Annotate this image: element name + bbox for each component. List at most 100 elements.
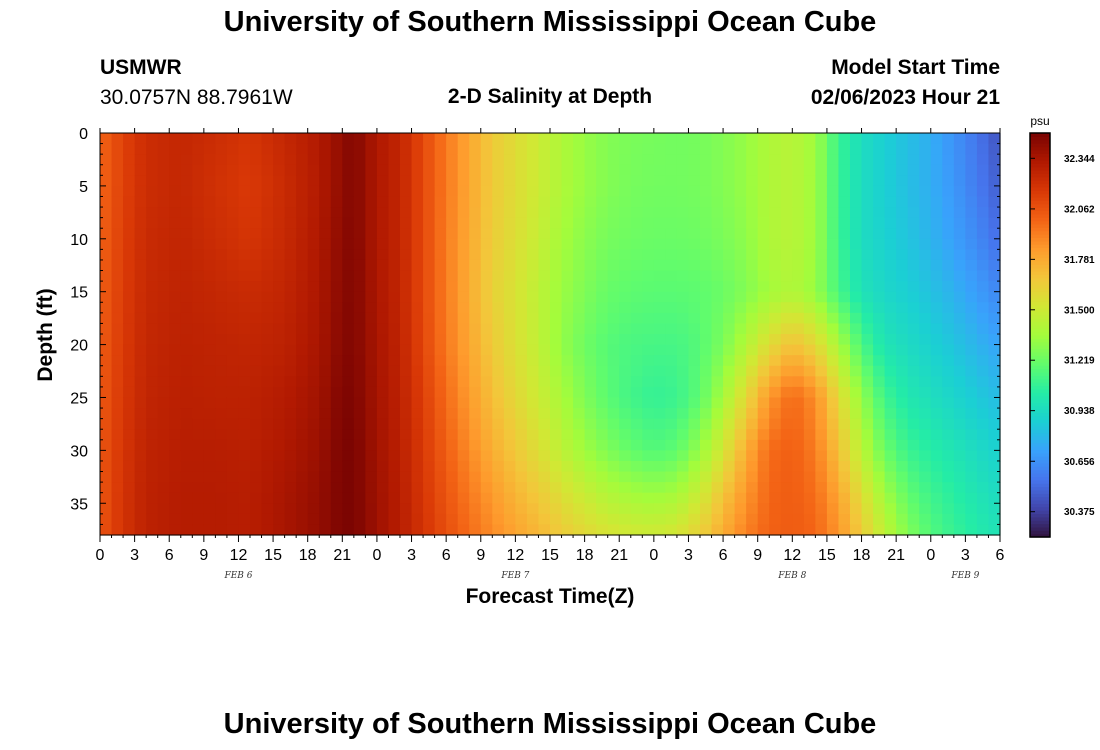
heatmap-cell <box>653 460 666 473</box>
heatmap-cell <box>400 344 413 356</box>
heatmap-cell <box>573 270 586 282</box>
heatmap-cell <box>676 386 690 399</box>
heatmap-cell <box>988 196 1001 208</box>
heatmap-cell <box>226 281 240 293</box>
heatmap-cell <box>676 365 690 377</box>
heatmap-cell <box>238 323 251 335</box>
heatmap-cell <box>307 344 320 356</box>
x-tick-label: 6 <box>165 547 174 564</box>
heatmap-cell <box>503 482 516 494</box>
heatmap-cell <box>757 376 770 388</box>
heatmap-cell <box>146 334 159 346</box>
heatmap-cell <box>261 302 274 314</box>
heatmap-cell <box>100 175 113 187</box>
heatmap-cell <box>700 418 713 430</box>
x-tick-label: 18 <box>299 547 317 564</box>
heatmap-cell <box>988 471 1001 483</box>
heatmap-cell <box>734 408 747 420</box>
heatmap-cell <box>411 376 424 388</box>
heatmap-cell <box>815 133 828 145</box>
y-tick-label: 35 <box>70 496 88 513</box>
heatmap-cell <box>515 397 528 409</box>
heatmap-cell <box>376 503 390 515</box>
colorbar-swatch <box>1030 513 1050 518</box>
heatmap-cell <box>215 270 228 282</box>
colorbar-swatch <box>1030 382 1050 387</box>
heatmap-cell <box>388 143 401 155</box>
heatmap-cell <box>261 513 274 526</box>
heatmap-cell <box>838 397 851 409</box>
heatmap-cell <box>273 238 286 250</box>
heatmap-cell <box>215 196 228 208</box>
heatmap-cell <box>826 133 840 145</box>
heatmap-cell <box>261 207 274 219</box>
heatmap-cell <box>711 143 724 155</box>
heatmap-cell <box>538 408 551 420</box>
heatmap-cell <box>803 365 816 377</box>
heatmap-cell <box>469 207 482 219</box>
heatmap-cell <box>342 175 355 187</box>
heatmap-cell <box>296 355 309 367</box>
heatmap-cell <box>803 175 816 187</box>
heatmap-cell <box>100 133 113 145</box>
heatmap-cell <box>342 185 355 198</box>
heatmap-cell <box>607 513 620 526</box>
heatmap-cell <box>653 238 666 250</box>
heatmap-cell <box>423 376 436 388</box>
heatmap-cell <box>746 513 759 526</box>
heatmap-cell <box>746 471 759 483</box>
heatmap-cell <box>492 228 505 240</box>
heatmap-cell <box>180 524 193 536</box>
heatmap-cell <box>503 408 516 420</box>
heatmap-cell <box>965 217 978 229</box>
heatmap-cell <box>215 143 228 155</box>
heatmap-cell <box>100 259 113 272</box>
heatmap-cell <box>203 397 216 409</box>
heatmap-cell <box>676 408 690 420</box>
heatmap-cell <box>157 513 170 526</box>
colorbar-swatch <box>1030 284 1050 289</box>
heatmap-cell <box>930 513 943 526</box>
heatmap-cell <box>134 429 147 441</box>
heatmap-cell <box>307 185 320 198</box>
heatmap-cell <box>250 429 263 441</box>
heatmap-cell <box>411 259 424 272</box>
heatmap-cell <box>826 259 840 272</box>
heatmap-cell <box>942 249 955 261</box>
heatmap-cell <box>653 397 666 409</box>
heatmap-cell <box>215 228 228 240</box>
heatmap-cell <box>757 281 770 293</box>
heatmap-cell <box>642 482 655 494</box>
heatmap-cell <box>792 238 805 250</box>
heatmap-cell <box>388 259 401 272</box>
heatmap-cell <box>700 302 713 314</box>
heatmap-cell <box>180 228 193 240</box>
heatmap-cell <box>284 471 297 483</box>
heatmap-cell <box>353 492 366 504</box>
heatmap-cell <box>434 439 447 451</box>
heatmap-cell <box>446 482 459 494</box>
heatmap-cell <box>619 408 632 420</box>
heatmap-cell <box>319 482 332 494</box>
heatmap-cell <box>434 482 447 494</box>
heatmap-cell <box>976 270 990 282</box>
heatmap-cell <box>376 175 390 187</box>
heatmap-cell <box>550 397 563 409</box>
heatmap-cell <box>561 312 574 325</box>
heatmap-cell <box>469 259 482 272</box>
heatmap-cell <box>492 376 505 388</box>
heatmap-cell <box>238 312 251 325</box>
heatmap-cell <box>526 185 540 198</box>
heatmap-cell <box>250 164 263 176</box>
heatmap-cell <box>250 492 263 504</box>
heatmap-cell <box>423 217 436 229</box>
heatmap-cell <box>134 355 147 367</box>
heatmap-cell <box>976 259 990 272</box>
heatmap-cell <box>307 482 320 494</box>
heatmap-cell <box>273 291 286 303</box>
heatmap-cell <box>388 503 401 515</box>
heatmap-cell <box>226 154 240 166</box>
heatmap-cell <box>146 281 159 293</box>
heatmap-cell <box>353 513 366 526</box>
heatmap-cell <box>284 312 297 325</box>
